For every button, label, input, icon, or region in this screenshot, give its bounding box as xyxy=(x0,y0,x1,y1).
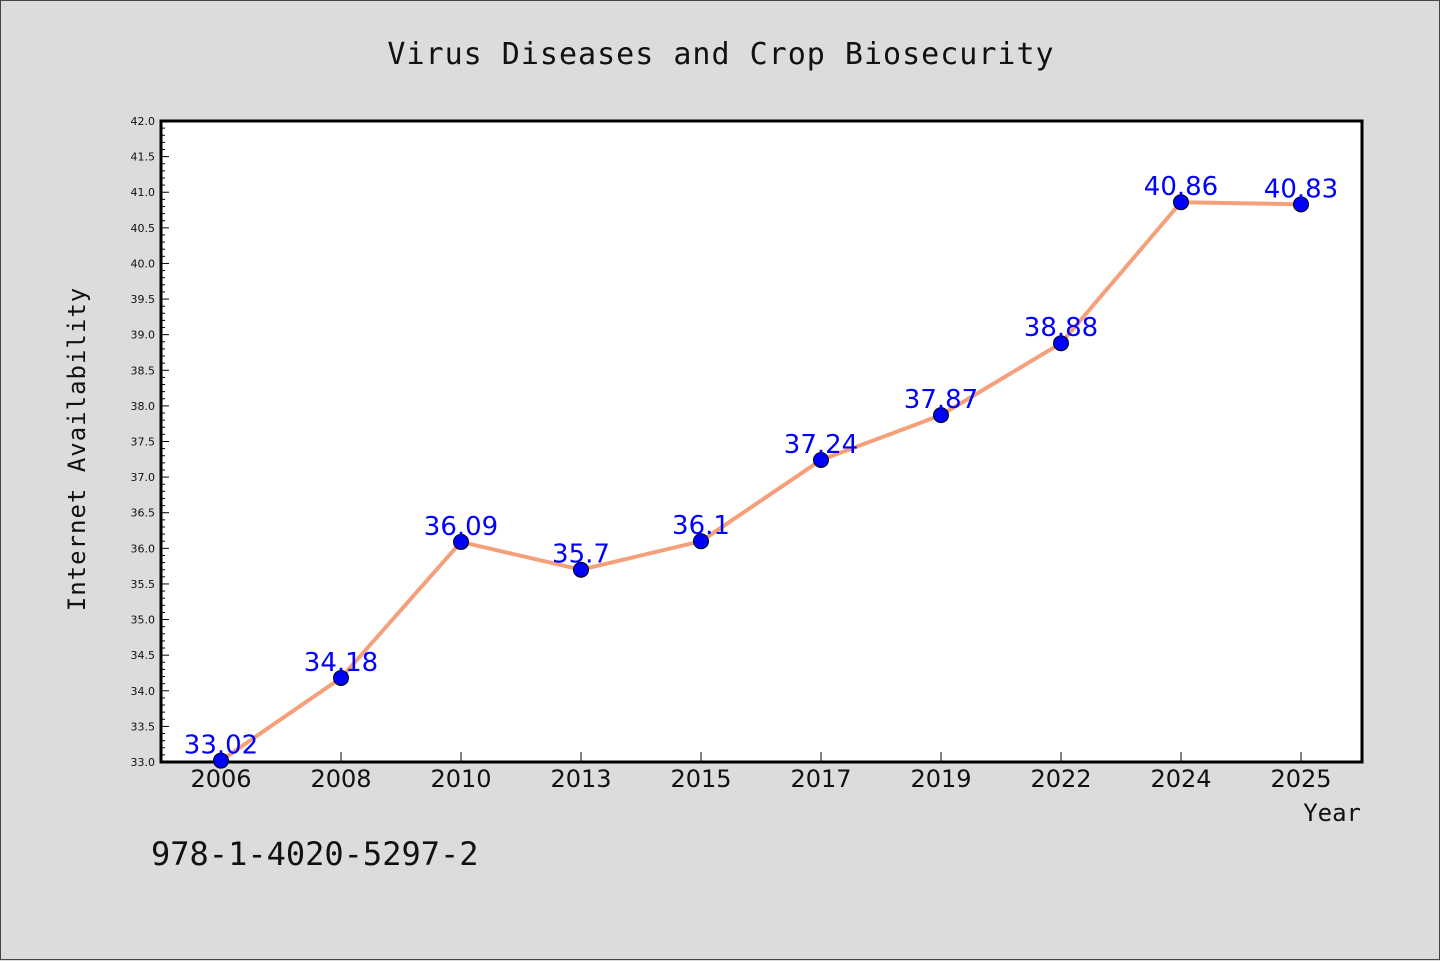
x-tick-label: 2025 xyxy=(1270,765,1331,793)
data-label: 34.18 xyxy=(304,648,378,678)
y-tick-label: 36.0 xyxy=(131,542,156,555)
x-axis-label: Year xyxy=(1303,799,1361,827)
y-tick-label: 37.5 xyxy=(131,436,156,449)
y-tick-label: 38.0 xyxy=(131,400,156,413)
x-tick-label: 2022 xyxy=(1030,765,1091,793)
data-point xyxy=(693,533,709,550)
y-tick-label: 39.5 xyxy=(131,293,156,306)
y-tick-label: 40.5 xyxy=(131,222,156,235)
data-point xyxy=(333,669,349,686)
data-point xyxy=(453,533,469,550)
data-label: 40.86 xyxy=(1144,172,1218,202)
x-tick-label: 2006 xyxy=(190,765,251,793)
data-point xyxy=(573,561,589,578)
y-tick-label: 40.0 xyxy=(131,257,156,270)
y-tick-label: 42.0 xyxy=(131,115,156,128)
x-tick-label: 2008 xyxy=(310,765,371,793)
data-point xyxy=(1053,335,1069,352)
data-label: 36.1 xyxy=(672,511,730,541)
series-layer: 33.02 34.18 36.09 35.7 36.1 37.24 37.87 38.88 40… xyxy=(184,172,1338,769)
data-point xyxy=(213,752,229,769)
data-label: 40.83 xyxy=(1264,174,1338,204)
y-axis-label: Internet Availability xyxy=(63,287,91,611)
data-label: 33.02 xyxy=(184,731,258,761)
y-tick-label: 37.0 xyxy=(131,471,156,484)
y-tick-label: 33.5 xyxy=(131,720,156,733)
x-tick-label: 2010 xyxy=(430,765,491,793)
isbn-footnote: 978-1-4020-5297-2 xyxy=(151,835,479,873)
data-label: 37.87 xyxy=(904,385,978,415)
x-tick-label: 2017 xyxy=(790,765,851,793)
x-tick-label: 2013 xyxy=(550,765,611,793)
y-tick-label: 38.5 xyxy=(131,364,156,377)
x-axis: 2006 2008 2010 2013 2015 2017 2019 2022 2024 2025 xyxy=(190,752,1332,793)
chart-title: Virus Diseases and Crop Biosecurity xyxy=(387,37,1054,72)
x-tick-label: 2024 xyxy=(1150,765,1211,793)
series-line xyxy=(219,200,1302,763)
y-tick-label: 41.5 xyxy=(131,151,156,164)
y-tick-label: 33.0 xyxy=(131,756,156,769)
x-tick-label: 2019 xyxy=(910,765,971,793)
y-tick-label: 41.0 xyxy=(131,186,156,199)
y-tick-label: 36.5 xyxy=(131,507,156,520)
y-tick-label: 35.5 xyxy=(131,578,156,591)
data-label: 37.24 xyxy=(784,430,858,460)
data-point xyxy=(1293,196,1309,213)
y-axis: 33.0 33.5 34.0 34.5 35.0 35.5 36.0 36.5 37.0 37.5… xyxy=(131,115,169,769)
y-tick-label: 39.0 xyxy=(131,329,156,342)
data-point xyxy=(813,452,829,469)
data-point xyxy=(933,407,949,424)
data-point xyxy=(1173,194,1189,211)
y-tick-label: 34.0 xyxy=(131,685,156,698)
y-tick-label: 35.0 xyxy=(131,614,156,627)
x-tick-label: 2015 xyxy=(670,765,731,793)
y-tick-label: 34.5 xyxy=(131,649,156,662)
data-label: 36.09 xyxy=(424,512,498,542)
data-label: 35.7 xyxy=(552,540,610,570)
data-label: 38.88 xyxy=(1024,313,1098,343)
